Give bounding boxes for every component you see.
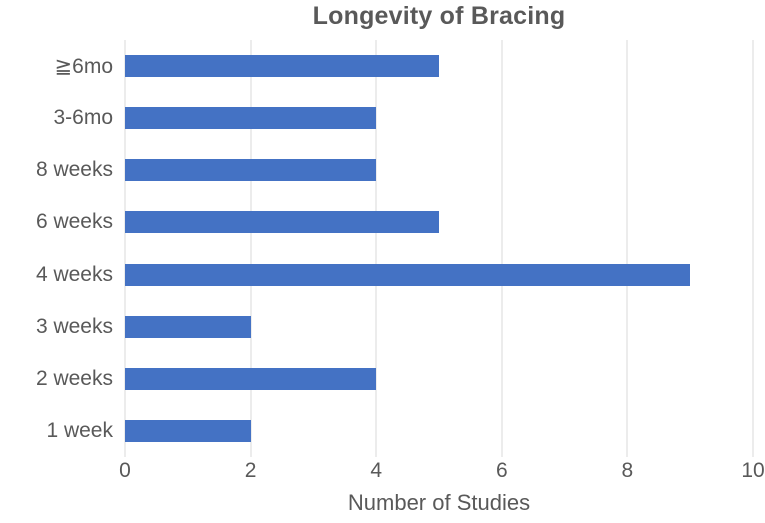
gridline-layer (124, 40, 754, 457)
bar (125, 211, 439, 234)
bar (125, 315, 251, 338)
bar (125, 419, 251, 442)
x-tick-label: 2 (244, 459, 257, 482)
bar-row: 1 week (0, 405, 765, 457)
bar-track (125, 405, 753, 457)
x-axis: 0 2 4 6 8 10 (119, 459, 765, 485)
x-tick-label: 0 (119, 459, 131, 482)
y-axis-label: 3-6mo (53, 106, 113, 130)
bar (125, 55, 439, 78)
bar-track (125, 196, 753, 248)
bar (125, 263, 691, 286)
gridline (250, 40, 252, 457)
gridline (752, 40, 754, 457)
bar-row: 3 weeks (0, 301, 765, 353)
bar-track (125, 301, 753, 353)
gridline (375, 40, 377, 457)
x-tick-label: 8 (621, 459, 634, 482)
x-tick-label: 6 (495, 459, 508, 482)
bar (125, 107, 377, 130)
bar-track (125, 249, 753, 301)
bar (125, 159, 377, 182)
y-axis-label: 1 week (46, 418, 113, 442)
y-axis-label: 6 weeks (35, 210, 113, 234)
bar-track (125, 353, 753, 405)
gridline (501, 40, 503, 457)
gridline (626, 40, 628, 457)
y-axis-label: 8 weeks (35, 158, 113, 182)
bar-row: 4 weeks (0, 249, 765, 301)
bar-row: 8 weeks (0, 144, 765, 196)
x-axis-title: Number of Studies (347, 490, 531, 515)
x-tick-label: 10 (741, 459, 765, 482)
x-tick-label: 4 (370, 459, 383, 482)
plot-area: ≧6mo 3-6mo 8 weeks 6 weeks 4 weeks 3 weeks 2 w… (0, 40, 765, 457)
y-axis-label: 4 weeks (35, 262, 113, 286)
bar-row: ≧6mo (0, 40, 765, 92)
y-axis-label: ≧6mo (54, 54, 113, 78)
bar-row: 2 weeks (0, 353, 765, 405)
y-axis-label: 2 weeks (35, 366, 113, 390)
bar-track (125, 40, 753, 92)
bar-rows: ≧6mo 3-6mo 8 weeks 6 weeks 4 weeks 3 weeks 2 w… (0, 40, 765, 457)
bar-row: 6 weeks (0, 196, 765, 248)
y-axis-label: 3 weeks (35, 314, 113, 338)
bar-row: 3-6mo (0, 92, 765, 144)
bar (125, 367, 377, 390)
chart-title: Longevity of Bracing (312, 2, 566, 30)
gridline (124, 40, 126, 457)
bar-track (125, 144, 753, 196)
bar-track (125, 92, 753, 144)
